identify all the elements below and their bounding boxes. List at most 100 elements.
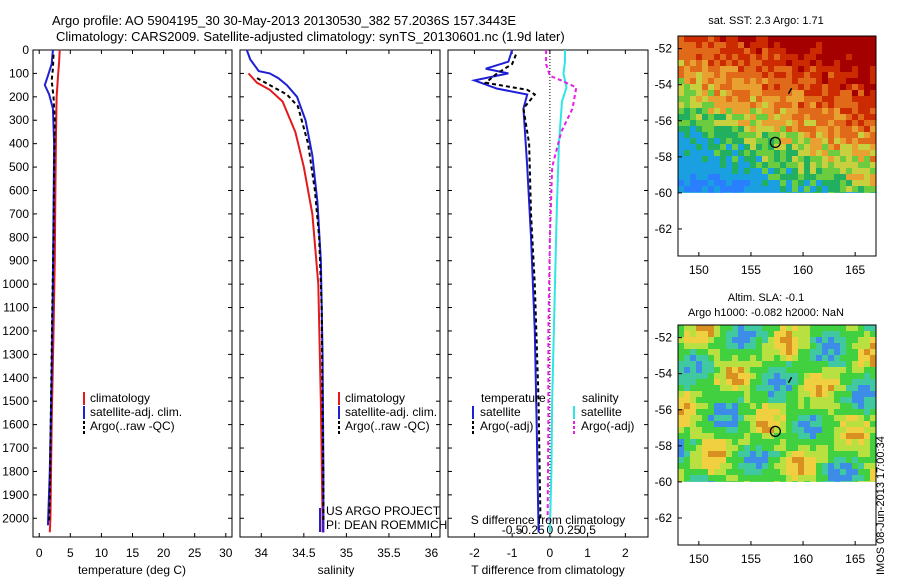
map-cell xyxy=(762,391,768,397)
map-cell xyxy=(702,90,708,96)
map-cell xyxy=(756,385,762,391)
map-cell xyxy=(870,114,876,120)
map-cell xyxy=(708,421,714,427)
map-cell xyxy=(870,415,876,421)
map-cell xyxy=(768,439,774,445)
map-cell xyxy=(792,102,798,108)
map-cell xyxy=(732,379,738,385)
map-cell xyxy=(684,90,690,96)
map-cell xyxy=(780,48,786,54)
map-cell xyxy=(762,379,768,385)
map-cell xyxy=(804,162,810,168)
map-cell xyxy=(726,385,732,391)
map-cell xyxy=(786,162,792,168)
map-cell xyxy=(852,132,858,138)
map-cell xyxy=(870,66,876,72)
map-cell xyxy=(744,36,750,42)
map-cell xyxy=(858,36,864,42)
map-cell xyxy=(726,42,732,48)
map-cell xyxy=(852,162,858,168)
map-cell xyxy=(840,84,846,90)
map-cell xyxy=(786,36,792,42)
map-cell xyxy=(858,415,864,421)
map-cell xyxy=(846,421,852,427)
map-cell xyxy=(804,60,810,66)
map-cell xyxy=(846,162,852,168)
map-cell xyxy=(774,373,780,379)
map-cell xyxy=(840,361,846,367)
map-cell xyxy=(798,78,804,84)
map-cell xyxy=(804,108,810,114)
map-cell xyxy=(816,469,822,475)
map-cell xyxy=(798,385,804,391)
map-cell xyxy=(738,397,744,403)
map-cell xyxy=(804,120,810,126)
map-cell xyxy=(750,433,756,439)
map-cell xyxy=(780,451,786,457)
map-cell xyxy=(762,445,768,451)
map-cell xyxy=(738,343,744,349)
map-cell xyxy=(804,421,810,427)
map-cell xyxy=(762,427,768,433)
map-cell xyxy=(864,481,870,482)
map-cell xyxy=(684,403,690,409)
map-cell xyxy=(864,102,870,108)
map-cell xyxy=(732,42,738,48)
map-cell xyxy=(696,186,702,192)
map-cell xyxy=(828,475,834,481)
map-cell xyxy=(792,337,798,343)
map-cell xyxy=(774,385,780,391)
map-cell xyxy=(870,439,876,445)
map-cell xyxy=(774,421,780,427)
map-cell xyxy=(828,174,834,180)
map-cell xyxy=(726,90,732,96)
map-cell xyxy=(816,361,822,367)
map-cell xyxy=(804,403,810,409)
map-cell xyxy=(810,373,816,379)
map-cell xyxy=(750,150,756,156)
map-cell xyxy=(798,132,804,138)
map-cell xyxy=(774,439,780,445)
map-cell xyxy=(822,48,828,54)
map-cell xyxy=(684,60,690,66)
map-cell xyxy=(786,385,792,391)
map-cell xyxy=(690,162,696,168)
sla-map-title: Altim. SLA: -0.1 xyxy=(728,292,804,304)
figure-title-line1: Argo profile: AO 5904195_30 30-May-2013 … xyxy=(52,13,517,28)
map-cell xyxy=(720,96,726,102)
map-cell xyxy=(732,114,738,120)
map-cell xyxy=(816,349,822,355)
map-cell xyxy=(708,132,714,138)
map-cell xyxy=(696,78,702,84)
map-cell xyxy=(804,72,810,78)
map-cell xyxy=(816,433,822,439)
map-cell xyxy=(822,427,828,433)
map-cell xyxy=(684,367,690,373)
map-cell xyxy=(768,60,774,66)
map-cell xyxy=(708,84,714,90)
map-cell xyxy=(816,108,822,114)
map-cell xyxy=(768,66,774,72)
map-cell xyxy=(852,114,858,120)
map-cell xyxy=(810,343,816,349)
map-cell xyxy=(756,48,762,54)
map-cell xyxy=(774,108,780,114)
map-cell xyxy=(804,433,810,439)
map-cell xyxy=(768,367,774,373)
salinity-plot: 34 34.5 35 35.5 36 xyxy=(240,49,440,560)
map-cell xyxy=(774,120,780,126)
legend-satellite-adj: satellite-adj. clim. xyxy=(90,405,182,419)
map-cell xyxy=(732,427,738,433)
map-cell xyxy=(756,433,762,439)
map-cell xyxy=(810,475,816,481)
map-cell xyxy=(864,78,870,84)
map-cell xyxy=(786,156,792,162)
map-cell xyxy=(696,138,702,144)
map-cell xyxy=(810,433,816,439)
map-cell xyxy=(864,120,870,126)
map-cell xyxy=(720,373,726,379)
map-cell xyxy=(792,385,798,391)
map-cell xyxy=(744,331,750,337)
series-satellite-adj-clim xyxy=(245,49,325,533)
map-cell xyxy=(864,66,870,72)
